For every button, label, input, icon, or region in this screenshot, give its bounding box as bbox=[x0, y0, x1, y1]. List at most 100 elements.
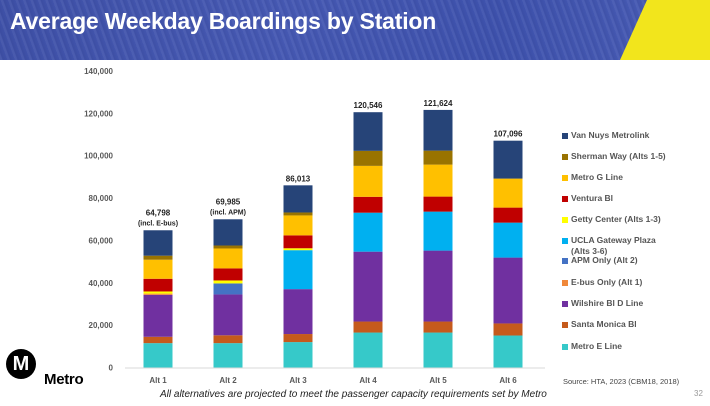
bar-segment-santa-monica-bl bbox=[143, 336, 173, 344]
total-label: 121,624 bbox=[424, 99, 453, 108]
bar-segment-wilshire-bl-d-line bbox=[493, 257, 523, 324]
legend-item: Sherman Way (Alts 1-5) bbox=[562, 151, 666, 162]
bar-alt-4 bbox=[353, 112, 383, 368]
y-tick-label: 140,000 bbox=[84, 67, 113, 76]
bar-segment-metro-g-line bbox=[423, 164, 453, 197]
legend-swatch bbox=[562, 237, 568, 244]
bar-alt-3 bbox=[283, 185, 313, 368]
y-tick-label: 0 bbox=[109, 364, 114, 373]
header-banner: Average Weekday Boardings by Station bbox=[0, 0, 710, 60]
legend-label: Van Nuys Metrolink bbox=[571, 130, 650, 140]
legend-swatch bbox=[562, 321, 568, 328]
bar-segment-metro-g-line bbox=[353, 165, 383, 197]
bar-segment-santa-monica-bl bbox=[283, 334, 313, 343]
bar-segment-metro-g-line bbox=[143, 259, 173, 279]
total-sublabel: (incl. E-bus) bbox=[138, 220, 178, 227]
legend-label: Metro G Line bbox=[571, 172, 623, 182]
bar-segment-sherman-way-alts-1-5 bbox=[143, 255, 173, 260]
bar-segment-metro-g-line bbox=[493, 178, 523, 208]
page-title: Average Weekday Boardings by Station bbox=[10, 8, 437, 34]
y-tick-label: 120,000 bbox=[84, 109, 113, 118]
metro-logo-text: Metro bbox=[44, 371, 84, 388]
legend-swatch bbox=[562, 195, 568, 202]
bar-segment-santa-monica-bl bbox=[353, 321, 383, 333]
legend-item: Getty Center (Alts 1-3) bbox=[562, 214, 661, 225]
bar-alt-1 bbox=[143, 230, 173, 368]
total-label: 69,985 bbox=[216, 197, 241, 206]
x-tick-label: Alt 2 bbox=[219, 376, 237, 385]
bar-segment-van-nuys-metrolink bbox=[143, 230, 173, 256]
legend-swatch bbox=[562, 174, 568, 181]
y-axis: 0 20,000 40,000 60,000 80,000 100,000 120,000 1… bbox=[84, 67, 113, 373]
bar-segment-sherman-way-alts-1-5 bbox=[283, 212, 313, 216]
y-tick-label: 20,000 bbox=[89, 321, 114, 330]
legend-swatch bbox=[562, 132, 568, 139]
legend-swatch bbox=[562, 257, 568, 264]
bar-segment-apm-only-alt-2 bbox=[213, 283, 243, 295]
bar-segment-metro-e-line bbox=[283, 342, 313, 368]
bar-alt-2 bbox=[213, 219, 243, 368]
bar-alt-6 bbox=[493, 140, 523, 368]
legend-item: UCLA Gateway Plaza (Alts 3-6) bbox=[562, 235, 656, 257]
legend-item: Wilshire Bl D Line bbox=[562, 298, 643, 309]
legend-item: APM Only (Alt 2) bbox=[562, 255, 638, 266]
header-texture bbox=[0, 0, 710, 60]
legend-item: E-bus Only (Alt 1) bbox=[562, 277, 642, 288]
bar-segment-metro-e-line bbox=[423, 332, 453, 368]
total-sublabel: (incl. APM) bbox=[210, 209, 246, 216]
bar-segment-getty-center-alts-1-3 bbox=[283, 248, 313, 251]
bar-segment-ventura-bl bbox=[353, 196, 383, 213]
legend-item: Van Nuys Metrolink bbox=[562, 130, 649, 141]
bar-segment-metro-g-line bbox=[213, 248, 243, 269]
total-label: 107,096 bbox=[494, 130, 523, 139]
bar-segment-ucla-gateway-plaza-alts-3-6 bbox=[423, 211, 453, 251]
legend-swatch bbox=[562, 279, 568, 286]
bar-segment-ventura-bl bbox=[283, 235, 313, 249]
footnote: All alternatives are projected to meet t… bbox=[160, 389, 547, 400]
bar-segment-getty-center-alts-1-3 bbox=[213, 280, 243, 284]
bar-segment-santa-monica-bl bbox=[213, 335, 243, 344]
bar-segment-santa-monica-bl bbox=[493, 323, 523, 336]
legend-swatch bbox=[562, 153, 568, 160]
bar-segment-ventura-bl bbox=[143, 278, 173, 292]
bar-segment-wilshire-bl-d-line bbox=[143, 294, 173, 337]
bar-segment-ventura-bl bbox=[493, 207, 523, 223]
total-label: 120,546 bbox=[354, 101, 383, 110]
bar-segment-sherman-way-alts-1-5 bbox=[423, 150, 453, 165]
legend-item: Metro E Line bbox=[562, 341, 622, 352]
total-labels: 64,798 (incl. E-bus) 69,985 (incl. APM) 86,0… bbox=[138, 99, 523, 227]
legend-label: Ventura Bl bbox=[571, 193, 614, 203]
legend-swatch bbox=[562, 216, 568, 223]
legend-item: Ventura Bl bbox=[562, 193, 613, 204]
x-tick-label: Alt 1 bbox=[149, 376, 167, 385]
legend-label: Sherman Way (Alts 1-5) bbox=[571, 151, 666, 161]
bar-segment-van-nuys-metrolink bbox=[423, 109, 453, 151]
x-tick-label: Alt 5 bbox=[429, 376, 447, 385]
bar-segment-wilshire-bl-d-line bbox=[353, 251, 383, 322]
legend-label: UCLA Gateway Plaza (Alts 3-6) bbox=[571, 235, 656, 256]
bar-segment-metro-e-line bbox=[493, 335, 523, 368]
bar-segment-ventura-bl bbox=[423, 196, 453, 212]
bar-segment-wilshire-bl-d-line bbox=[423, 250, 453, 322]
bar-segment-ucla-gateway-plaza-alts-3-6 bbox=[353, 212, 383, 252]
bar-segment-metro-e-line bbox=[353, 332, 383, 368]
legend-label: Santa Monica Bl bbox=[571, 319, 637, 329]
legend-label: E-bus Only (Alt 1) bbox=[571, 277, 643, 287]
legend-item: Metro G Line bbox=[562, 172, 623, 183]
bar-segment-ventura-bl bbox=[213, 268, 243, 281]
bar-segment-van-nuys-metrolink bbox=[213, 219, 243, 246]
bar-segment-ucla-gateway-plaza-alts-3-6 bbox=[283, 250, 313, 290]
source-note: Source: HTA, 2023 (CBM18, 2018) bbox=[563, 377, 680, 386]
bar-segment-metro-e-line bbox=[213, 343, 243, 368]
x-tick-label: Alt 3 bbox=[289, 376, 307, 385]
y-tick-label: 80,000 bbox=[89, 194, 114, 203]
legend-swatch bbox=[562, 343, 568, 350]
legend-label: APM Only (Alt 2) bbox=[571, 255, 638, 265]
y-tick-label: 40,000 bbox=[89, 279, 114, 288]
bar-segment-metro-g-line bbox=[283, 215, 313, 236]
total-label: 64,798 bbox=[146, 208, 171, 217]
bar-segment-getty-center-alts-1-3 bbox=[143, 291, 173, 294]
bar-alt-5 bbox=[423, 109, 453, 368]
bar-segment-e-bus-only-alt-1 bbox=[143, 293, 173, 295]
